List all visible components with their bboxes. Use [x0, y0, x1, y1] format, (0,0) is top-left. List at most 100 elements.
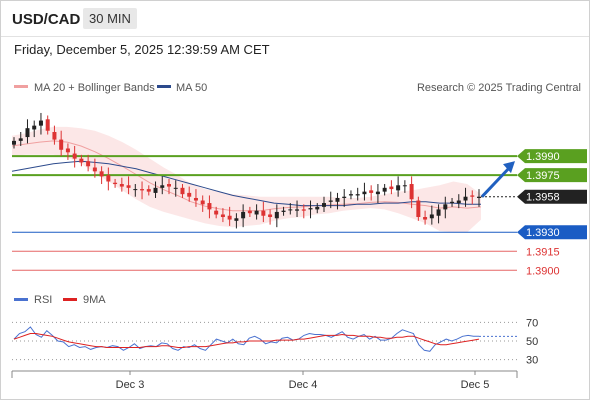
candle-body — [436, 209, 441, 216]
copyright-text: Research © 2025 Trading Central — [417, 82, 581, 94]
candle-body — [402, 185, 407, 187]
candle-body — [335, 197, 340, 202]
candle-body — [214, 210, 219, 215]
last-price-label: 1.3958 — [526, 192, 560, 204]
candle-body — [355, 194, 360, 196]
candle-body — [348, 194, 353, 196]
candle-body — [45, 119, 50, 131]
ma50-legend-label: MA 50 — [176, 82, 207, 94]
projection-arrow-shaft — [480, 167, 511, 198]
candle-body — [254, 210, 259, 215]
rsi-legend: RSI 9MA — [14, 294, 106, 306]
projection-arrow-head — [503, 161, 515, 174]
candle-body — [429, 214, 434, 219]
rsi-panel: 70 50 30 — [12, 317, 538, 367]
level-tag-1.3930 — [517, 225, 587, 240]
candle-body — [315, 206, 320, 210]
candle-body — [173, 187, 178, 189]
level-tag-1.3975 — [517, 168, 587, 183]
candle-body — [52, 131, 57, 140]
candle-body — [234, 218, 239, 221]
candle-body — [456, 200, 461, 204]
candle-body — [416, 200, 421, 218]
candle-body — [167, 184, 171, 187]
ma20-legend-label: MA 20 + Bollinger Bands — [34, 82, 155, 94]
rsi-tick-50: 50 — [526, 336, 538, 348]
candle-body — [180, 187, 185, 195]
rsi-tick-70: 70 — [526, 317, 538, 329]
candle-body — [261, 210, 266, 216]
ma50-line — [11, 160, 481, 207]
candle-body — [18, 138, 23, 141]
candle-body — [288, 209, 293, 211]
candle-body — [32, 125, 37, 130]
x-tick-label: Dec 3 — [116, 379, 145, 391]
candle-body — [396, 185, 401, 191]
candle-body — [106, 175, 111, 182]
level-label-1.3900: 1.3900 — [526, 265, 560, 277]
candle-body — [140, 189, 145, 191]
price-panel: 1.3990 1.3975 1.3930 1.3915 1.3900 1.3958 — [11, 112, 587, 277]
candle-body — [301, 209, 306, 211]
ma50-legend-swatch — [157, 85, 171, 88]
candle-body — [133, 189, 138, 191]
candle-body — [281, 210, 286, 212]
candle-body — [362, 191, 367, 195]
rsi-legend-label: RSI — [34, 294, 52, 306]
candle-body — [389, 186, 394, 190]
level-label-1.3930: 1.3930 — [526, 227, 560, 239]
candle-body — [65, 148, 70, 153]
candle-body — [328, 200, 333, 202]
candle-body — [463, 196, 468, 201]
candle-body — [207, 203, 212, 210]
timeframe-badge[interactable]: 30 MIN — [83, 8, 137, 29]
candle-body — [126, 185, 131, 188]
candle-body — [72, 153, 77, 159]
x-axis: Dec 3 Dec 4 Dec 5 — [11, 370, 518, 391]
candle-body — [119, 184, 124, 187]
candle-body — [146, 189, 151, 192]
candle-body — [187, 192, 192, 197]
candle-body — [477, 196, 481, 198]
rsi-ma-legend-label: 9MA — [83, 294, 106, 306]
candle-body — [38, 120, 43, 126]
rsi-legend-swatch — [14, 298, 28, 301]
level-label-1.3915: 1.3915 — [526, 246, 560, 258]
x-tick-label: Dec 4 — [289, 379, 318, 391]
candle-body — [153, 187, 158, 193]
rsi-series-9MA — [13, 333, 480, 348]
candle-body — [241, 211, 246, 219]
candle-body — [450, 201, 455, 204]
rsi-tick-30: 30 — [526, 355, 538, 367]
candle-body — [59, 139, 64, 150]
ma20-legend-swatch — [14, 85, 28, 88]
rsi-series-RSI — [13, 326, 479, 352]
candle-body — [25, 128, 30, 138]
bollinger-band — [12, 126, 481, 233]
level-label-1.3990: 1.3990 — [526, 151, 560, 163]
candle-body — [295, 209, 300, 211]
candle-body — [423, 217, 428, 220]
candle-body — [375, 191, 380, 195]
symbol-title: USD/CAD — [12, 11, 81, 28]
candle-body — [308, 208, 313, 210]
level-tag-1.3990 — [517, 149, 587, 164]
candle-body — [382, 187, 387, 192]
rsi-ma-legend-swatch — [63, 298, 77, 301]
candle-body — [79, 158, 84, 163]
candle-body — [247, 210, 252, 214]
candle-body — [443, 204, 448, 210]
candle-body — [99, 171, 104, 177]
candle-body — [470, 195, 475, 197]
candle-body — [220, 214, 225, 218]
header-divider — [1, 36, 589, 37]
candle-body — [227, 215, 232, 220]
x-tick-label: Dec 5 — [461, 379, 490, 391]
candle-body — [409, 184, 414, 200]
candle-body — [322, 203, 326, 207]
chart-header: USD/CAD 30 MIN — [1, 1, 589, 37]
last-price-tag — [517, 189, 587, 204]
candle-body — [342, 196, 347, 198]
